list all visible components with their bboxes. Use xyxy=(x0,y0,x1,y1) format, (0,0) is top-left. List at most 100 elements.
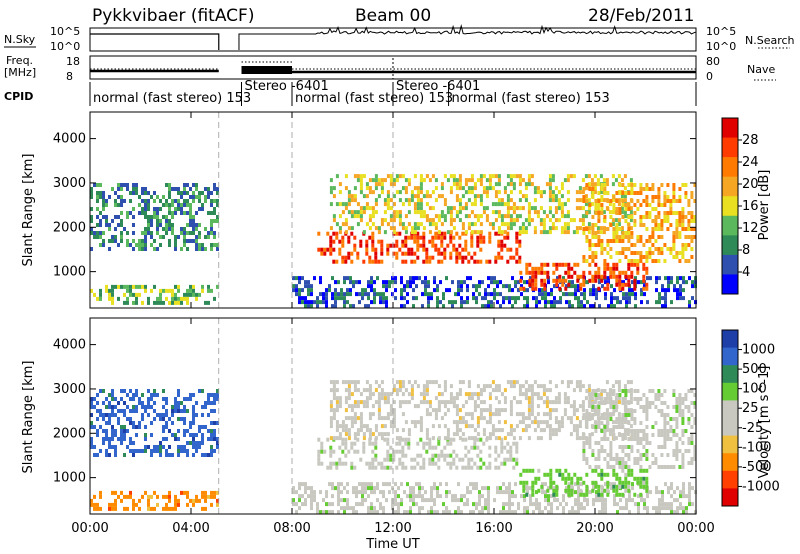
echo-cell xyxy=(494,218,498,223)
echo-cell xyxy=(551,432,555,437)
echo-cell xyxy=(612,488,616,493)
echo-cell xyxy=(639,203,643,207)
echo-cell xyxy=(604,498,607,503)
echo-cell xyxy=(358,292,361,297)
echo-cell xyxy=(383,465,387,470)
echo-cell xyxy=(679,494,682,499)
echo-cell xyxy=(643,292,646,297)
echo-cell xyxy=(422,461,426,466)
echo-cell xyxy=(449,186,453,191)
echo-cell xyxy=(490,304,493,309)
echo-cell xyxy=(690,425,694,429)
echo-cell xyxy=(679,288,682,293)
y-tick-label: 1000 xyxy=(53,265,86,280)
echo-cell xyxy=(620,226,624,231)
echo-cell xyxy=(506,247,510,252)
echo-cell xyxy=(96,195,99,199)
echo-cell xyxy=(563,396,567,401)
echo-cell xyxy=(377,392,381,397)
echo-cell xyxy=(180,211,183,215)
echo-cell xyxy=(440,235,444,240)
echo-cell xyxy=(607,276,610,281)
echo-cell xyxy=(325,292,328,297)
echo-cell xyxy=(681,413,685,417)
echo-cell xyxy=(481,486,484,491)
echo-cell xyxy=(364,288,367,293)
echo-cell xyxy=(210,288,213,293)
echo-cell xyxy=(582,270,586,275)
echo-cell xyxy=(657,397,661,401)
echo-cell xyxy=(497,214,501,219)
echo-cell xyxy=(425,449,429,454)
nsky-label: N.Sky xyxy=(4,33,36,46)
echo-cell xyxy=(549,484,553,489)
echo-cell xyxy=(301,288,304,293)
echo-cell xyxy=(301,300,304,305)
echo-cell xyxy=(596,206,600,211)
echo-cell xyxy=(580,502,583,507)
echo-cell xyxy=(663,429,667,433)
echo-cell xyxy=(508,494,511,499)
echo-cell xyxy=(648,215,652,219)
echo-cell xyxy=(500,408,504,413)
echo-cell xyxy=(177,409,180,413)
echo-cell xyxy=(117,183,120,187)
echo-cell xyxy=(476,416,480,421)
echo-cell xyxy=(382,494,385,499)
echo-cell xyxy=(666,433,670,437)
echo-cell xyxy=(667,288,670,293)
echo-cell xyxy=(186,247,189,251)
echo-cell xyxy=(343,296,346,301)
echo-cell xyxy=(606,199,610,203)
echo-cell xyxy=(655,490,658,495)
echo-cell xyxy=(621,457,625,461)
echo-cell xyxy=(439,482,442,487)
echo-cell xyxy=(571,284,574,289)
echo-cell xyxy=(177,203,180,207)
echo-cell xyxy=(623,194,627,199)
echo-cell xyxy=(446,206,450,211)
echo-cell xyxy=(568,280,571,285)
echo-cell xyxy=(443,400,447,405)
echo-cell xyxy=(341,380,345,385)
echo-cell xyxy=(349,506,352,511)
echo-cell xyxy=(621,199,625,203)
echo-cell xyxy=(618,259,622,263)
echo-cell xyxy=(518,392,522,397)
echo-cell xyxy=(591,468,595,473)
echo-cell xyxy=(487,490,490,495)
echo-cell xyxy=(578,424,582,429)
echo-cell xyxy=(452,404,456,409)
echo-cell xyxy=(587,384,591,389)
echo-cell xyxy=(470,243,474,248)
echo-cell xyxy=(521,416,525,421)
echo-cell xyxy=(473,198,477,203)
x-tick-label: 16:00 xyxy=(475,521,512,536)
echo-cell xyxy=(398,247,402,252)
y-tick-label: 4000 xyxy=(53,132,86,147)
echo-cell xyxy=(141,401,144,405)
echo-cell xyxy=(374,388,378,393)
echo-cell xyxy=(582,259,586,263)
echo-cell xyxy=(147,223,150,227)
echo-cell xyxy=(401,445,405,450)
echo-cell xyxy=(541,510,544,515)
echo-cell xyxy=(347,190,351,195)
echo-cell xyxy=(386,441,390,446)
echo-cell xyxy=(606,286,610,291)
echo-cell xyxy=(418,506,421,511)
echo-cell xyxy=(183,449,186,453)
echo-cell xyxy=(356,380,360,385)
echo-cell xyxy=(499,280,502,285)
echo-cell xyxy=(606,207,610,211)
echo-cell xyxy=(180,203,183,207)
echo-cell xyxy=(93,502,96,507)
echo-cell xyxy=(431,174,435,179)
echo-cell xyxy=(138,195,141,199)
echo-cell xyxy=(344,380,348,385)
echo-cell xyxy=(515,214,519,219)
echo-cell xyxy=(640,300,643,305)
echo-cell xyxy=(461,432,465,437)
echo-cell xyxy=(156,247,159,251)
echo-cell xyxy=(648,239,652,243)
